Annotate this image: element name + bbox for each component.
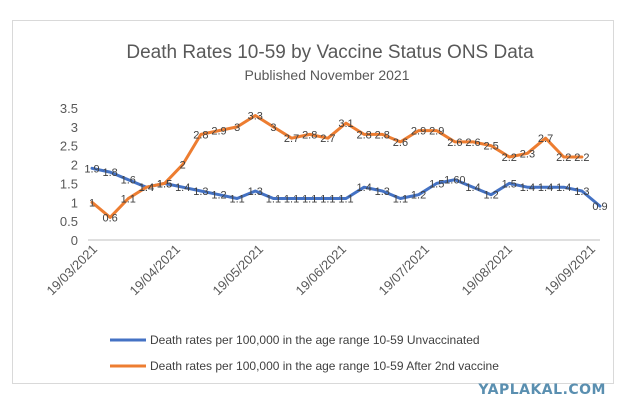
x-tick-label: 19/06/2021 — [292, 242, 349, 299]
data-label: 1.3 — [193, 186, 208, 198]
data-label: 1.60 — [444, 175, 465, 187]
data-labels: 1.9 1.81.61.4 1.5 1.4 1.3 1.2 1.11.31.1 1.1 1.1 1… — [84, 111, 607, 225]
data-label: 2.8 — [193, 129, 208, 141]
data-label: 1.1 — [121, 194, 136, 206]
data-label: 2.8 — [302, 129, 317, 141]
x-tick-label: 19/08/2021 — [458, 242, 515, 299]
data-label: 1.6 — [121, 175, 136, 187]
legend-label-after-2nd-vaccine: Death rates per 100,000 in the age range… — [150, 359, 499, 373]
legend: Death rates per 100,000 in the age range… — [110, 333, 499, 373]
data-label: 2.3 — [520, 148, 535, 160]
chart-frame — [12, 20, 614, 384]
data-label: 2.2 — [574, 152, 589, 164]
x-tick-label: 19/09/2021 — [541, 242, 598, 299]
data-label: 1.5 — [157, 178, 172, 190]
data-label: 1.9 — [84, 163, 99, 175]
data-label: 2.7 — [284, 133, 299, 145]
data-label: 1.8 — [102, 167, 117, 179]
data-label: 2.8 — [375, 129, 390, 141]
data-label: 1.5 — [429, 178, 444, 190]
data-label: 3.3 — [248, 111, 263, 123]
data-label: 2.2 — [502, 152, 517, 164]
watermark-text: YAPLAKAL.COM — [478, 382, 606, 398]
data-label: 2.5 — [483, 141, 498, 153]
data-label: 2 — [180, 160, 186, 172]
data-label: 2.9 — [411, 126, 426, 138]
data-label: 2.6 — [393, 137, 408, 149]
data-label: 3.1 — [338, 118, 353, 130]
data-label: 2.2 — [556, 152, 571, 164]
data-label: 1.4 — [139, 182, 154, 194]
data-label: 1.1 — [320, 194, 335, 206]
data-label: 1.4 — [520, 182, 535, 194]
data-label: 1.1 — [229, 194, 244, 206]
data-label: 2.9 — [429, 126, 444, 138]
data-label: 2.6 — [447, 137, 462, 149]
y-tick-label: 3.5 — [60, 101, 78, 116]
data-label: 3 — [270, 122, 276, 134]
data-label: 2.9 — [211, 126, 226, 138]
x-tick-label: 19/05/2021 — [209, 242, 266, 299]
chart-title: Death Rates 10-59 by Vaccine Status ONS … — [126, 42, 534, 63]
y-axis-ticks: 0 0.5 1 1.5 2 2.5 3 3.5 — [60, 101, 78, 248]
data-label: 1.3 — [574, 186, 589, 198]
y-tick-label: 0.5 — [60, 214, 78, 229]
y-tick-label: 2 — [71, 158, 78, 173]
series-lines — [90, 114, 602, 219]
x-tick-label: 19/07/2021 — [375, 242, 432, 299]
y-tick-label: 0 — [71, 233, 78, 248]
x-tick-label: 19/03/2021 — [43, 242, 100, 299]
data-label: 2.7 — [320, 133, 335, 145]
series-line-unvaccinated — [90, 166, 602, 208]
chart-subtitle: Published November 2021 — [245, 67, 410, 83]
data-label: 1.1 — [393, 194, 408, 206]
y-tick-label: 2.5 — [60, 139, 78, 154]
y-tick-label: 3 — [71, 120, 78, 135]
data-label: 3 — [234, 122, 240, 134]
data-label: 1.4 — [356, 182, 371, 194]
data-label: 1.1 — [338, 194, 353, 206]
x-axis-ticks: 19/03/2021 19/04/2021 19/05/2021 19/06/2021… — [43, 242, 598, 299]
data-label: 1.4 — [556, 182, 571, 194]
data-label: 2.8 — [356, 129, 371, 141]
data-label: 1.4 — [139, 182, 154, 194]
data-label: 1 — [89, 197, 95, 209]
data-label: 1.2 — [211, 190, 226, 202]
data-label: 1.2 — [483, 190, 498, 202]
data-label: 1.3 — [375, 186, 390, 198]
data-label: 1.3 — [248, 186, 263, 198]
data-label: 1.1 — [266, 194, 281, 206]
data-label: 1.1 — [302, 194, 317, 206]
data-label: 0.9 — [592, 201, 607, 213]
data-label: 0.6 — [102, 212, 117, 224]
data-label: 1.1 — [284, 194, 299, 206]
data-label: 2.7 — [538, 133, 553, 145]
series-line-after-2nd-vaccine — [90, 114, 584, 219]
y-tick-label: 1.5 — [60, 176, 78, 191]
data-label: 1.4 — [175, 182, 190, 194]
data-label: 1.4 — [538, 182, 553, 194]
x-tick-label: 19/04/2021 — [126, 242, 183, 299]
data-label: 1.4 — [465, 182, 480, 194]
data-label: 1.5 — [157, 178, 172, 190]
legend-label-unvaccinated: Death rates per 100,000 in the age range… — [150, 333, 480, 347]
data-label: 2.6 — [465, 137, 480, 149]
data-label: 1.5 — [502, 178, 517, 190]
data-label: 1.2 — [411, 190, 426, 202]
y-tick-label: 1 — [71, 195, 78, 210]
